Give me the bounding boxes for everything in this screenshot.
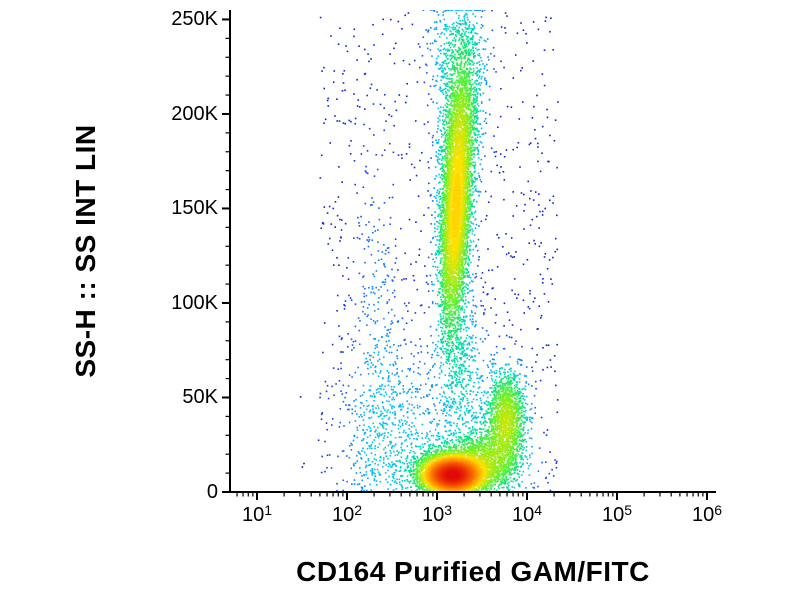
x-tick-exponent: 1 <box>264 502 273 518</box>
x-axis-title: CD164 Purified GAM/FITC <box>296 556 650 587</box>
y-tick-label-100k: 100K <box>171 292 218 314</box>
x-tick-mantissa: 10 <box>601 504 625 526</box>
x-tick-label-1e2: 102 <box>315 502 379 527</box>
x-tick-mantissa: 10 <box>421 504 445 526</box>
y-tick-label-200k: 200K <box>171 103 218 125</box>
y-axis-title: SS-H :: SS INT LIN <box>70 124 101 378</box>
x-tick-label-1e5: 105 <box>585 502 649 527</box>
x-tick-mantissa: 10 <box>511 504 535 526</box>
y-tick-label-250k: 250K <box>171 8 218 30</box>
x-tick-exponent: 4 <box>534 502 543 518</box>
x-tick-label-1e6: 106 <box>675 502 739 527</box>
x-tick-mantissa: 10 <box>241 504 265 526</box>
y-tick-label-50k: 50K <box>182 386 218 408</box>
y-tick-label-0: 0 <box>206 481 218 503</box>
x-tick-exponent: 6 <box>714 502 723 518</box>
x-tick-label-1e3: 103 <box>405 502 469 527</box>
x-tick-mantissa: 10 <box>331 504 355 526</box>
x-tick-label-1e4: 104 <box>495 502 559 527</box>
x-tick-exponent: 2 <box>354 502 363 518</box>
x-tick-label-1e1: 101 <box>225 502 289 527</box>
x-tick-exponent: 3 <box>444 502 453 518</box>
x-tick-exponent: 5 <box>624 502 633 518</box>
y-tick-label-150k: 150K <box>171 197 218 219</box>
x-tick-mantissa: 10 <box>691 504 715 526</box>
